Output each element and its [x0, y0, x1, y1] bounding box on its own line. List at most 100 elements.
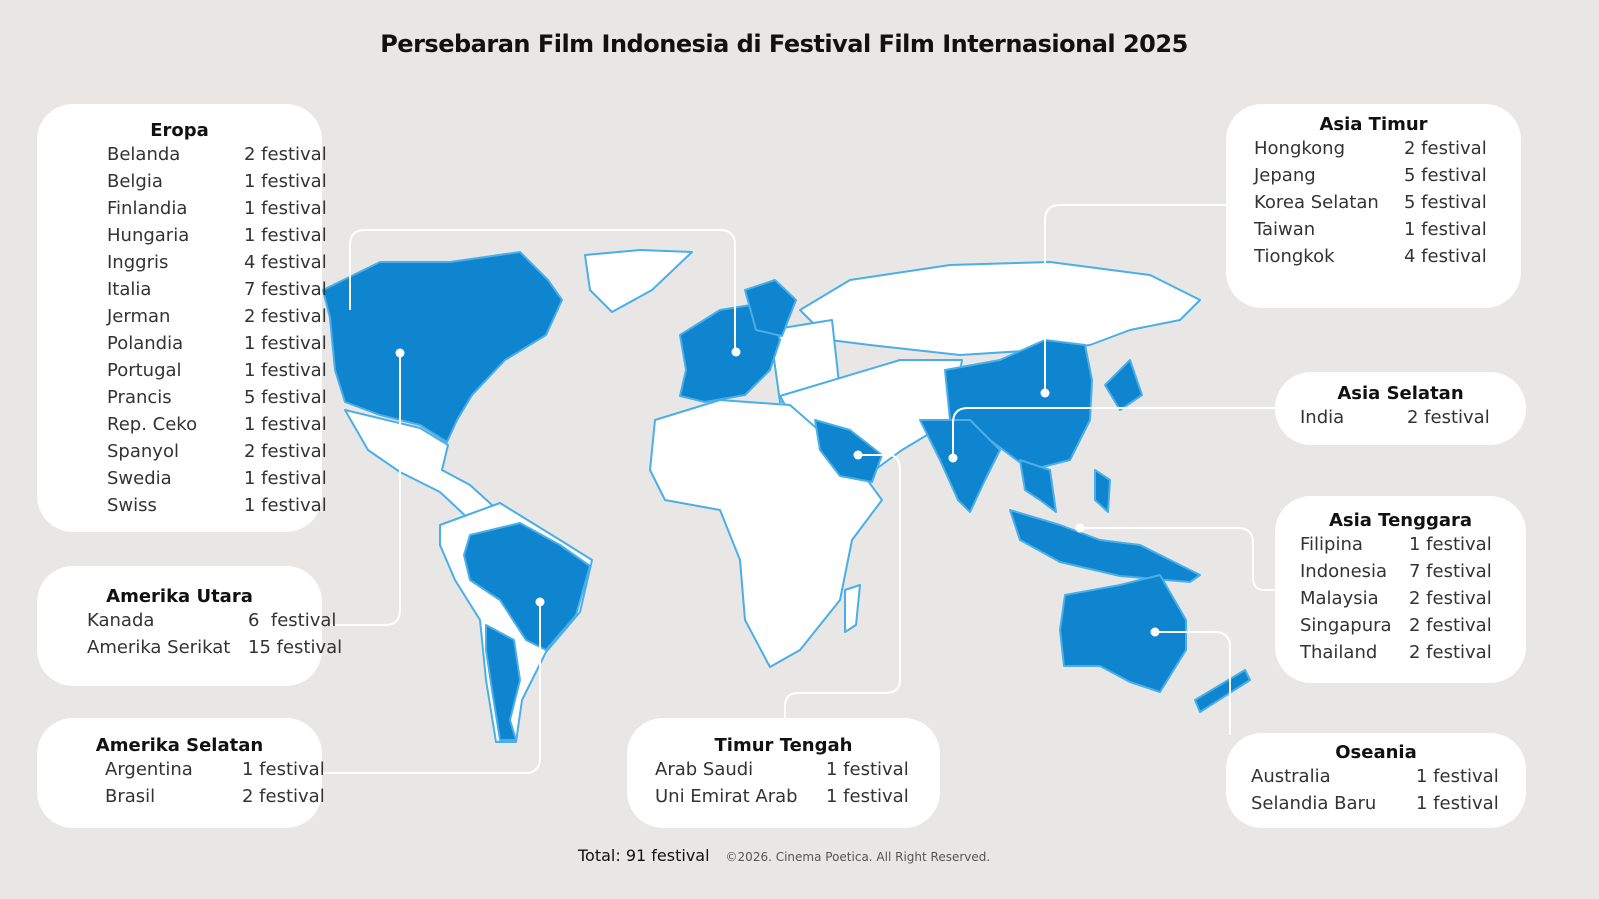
country-name: Rep. Ceko: [107, 414, 198, 435]
country-name: Thailand: [1300, 642, 1378, 663]
festival-count: 15 festival: [248, 637, 343, 658]
region-title-asia-timur: Asia Timur: [1319, 114, 1428, 135]
land-brazil-highlight: [463, 522, 591, 651]
country-name: Amerika Serikat: [87, 637, 231, 658]
land-russia: [799, 261, 1201, 356]
festival-count: 5 festival: [1404, 192, 1487, 213]
footer: Total: 91 festival ©2026. Cinema Poetica…: [578, 846, 990, 865]
country-row: Jepang 5 festival: [1226, 162, 1521, 189]
country-name: Hungaria: [107, 225, 190, 246]
connector-amerika-utara: [322, 353, 401, 626]
country-name: Swiss: [107, 495, 157, 516]
country-name: Tiongkok: [1254, 246, 1335, 267]
connector-asia-selatan: [952, 407, 1275, 458]
country-row: Kanada 6 festival: [37, 607, 336, 634]
country-name: Australia: [1251, 766, 1331, 787]
land-india-highlight: [919, 419, 1001, 513]
region-title-amerika-utara: Amerika Utara: [106, 586, 253, 607]
country-row: Belgia 1 festival: [37, 168, 327, 195]
land-north-america-highlight: [322, 251, 563, 443]
festival-count: 5 festival: [244, 387, 327, 408]
land-japan-korea-highlight: [1104, 359, 1143, 411]
country-row: Argentina 1 festival: [37, 756, 325, 783]
festival-count: 5 festival: [1404, 165, 1487, 186]
country-row: Portugal 1 festival: [37, 357, 327, 384]
country-row: Arab Saudi 1 festival: [627, 756, 940, 783]
country-name: Uni Emirat Arab: [655, 786, 798, 807]
connector-amerika-selatan: [322, 602, 541, 774]
country-row: Spanyol 2 festival: [37, 438, 327, 465]
country-row: Selandia Baru 1 festival: [1226, 790, 1526, 817]
country-name: Finlandia: [107, 198, 188, 219]
festival-count: 6 festival: [248, 610, 337, 631]
land-philippines-highlight: [1094, 469, 1111, 513]
festival-count: 1 festival: [244, 171, 327, 192]
country-row: Italia 7 festival: [37, 276, 327, 303]
land-saudi-arabia-highlight: [814, 419, 883, 483]
festival-count: 1 festival: [826, 759, 909, 780]
total-festival: Total: 91 festival: [578, 846, 710, 865]
festival-count: 1 festival: [826, 786, 909, 807]
land-indonesia-highlight: [1009, 509, 1201, 583]
country-name: Belanda: [107, 144, 181, 165]
country-row: India 2 festival: [1275, 404, 1526, 431]
festival-count: 7 festival: [244, 279, 327, 300]
country-name: Selandia Baru: [1251, 793, 1377, 814]
country-name: Jerman: [107, 306, 171, 327]
region-box-asia-tenggara: Asia Tenggara Filipina 1 festival Indonesia…: [1275, 496, 1526, 683]
festival-count: 2 festival: [244, 144, 327, 165]
country-row: Brasil 2 festival: [37, 783, 325, 810]
land-greenland: [584, 249, 693, 313]
festival-count: 2 festival: [1409, 642, 1492, 663]
country-name: Malaysia: [1300, 588, 1379, 609]
marker-amerika-selatan: [535, 597, 545, 607]
country-row: Inggris 4 festival: [37, 249, 327, 276]
region-box-amerika-utara: Amerika Utara Kanada 6 festival Amerika Ser…: [37, 566, 342, 686]
marker-asia-selatan: [948, 453, 958, 463]
country-row: Filipina 1 festival: [1275, 531, 1526, 558]
festival-count: 4 festival: [1404, 246, 1487, 267]
copyright: ©2026. Cinema Poetica. All Right Reserve…: [725, 850, 991, 864]
land-thailand-malaysia-highlight: [1019, 459, 1057, 513]
region-title-amerika-selatan: Amerika Selatan: [95, 735, 264, 756]
country-name: Swedia: [107, 468, 172, 489]
festival-count: 2 festival: [1404, 138, 1487, 159]
festival-count: 1 festival: [1416, 766, 1499, 787]
festival-count: 1 festival: [244, 333, 327, 354]
country-row: Hungaria 1 festival: [37, 222, 327, 249]
region-title-timur-tengah: Timur Tengah: [714, 735, 853, 756]
country-row: Polandia 1 festival: [37, 330, 327, 357]
festival-count: 1 festival: [242, 759, 325, 780]
country-row: Swedia 1 festival: [37, 465, 327, 492]
festival-count: 1 festival: [244, 360, 327, 381]
country-row: Swiss 1 festival: [37, 492, 327, 519]
festival-count: 1 festival: [244, 468, 327, 489]
country-row: Thailand 2 festival: [1275, 639, 1526, 666]
connector-timur-tengah: [784, 454, 901, 720]
festival-count: 2 festival: [1407, 407, 1490, 428]
festival-count: 2 festival: [1409, 615, 1492, 636]
region-box-asia-timur: Asia Timur Hongkong 2 festival Jepang 5 fest…: [1226, 104, 1521, 308]
connector-asia-tenggara: [1080, 527, 1275, 591]
country-name: Polandia: [107, 333, 184, 354]
connector-asia-timur: [1044, 204, 1228, 393]
country-name: Brasil: [105, 786, 156, 807]
festival-count: 1 festival: [244, 225, 327, 246]
country-name: Spanyol: [107, 441, 179, 462]
festival-count: 7 festival: [1409, 561, 1492, 582]
country-row: Australia 1 festival: [1226, 763, 1526, 790]
region-title-oseania: Oseania: [1335, 742, 1417, 763]
country-row: Belanda 2 festival: [37, 141, 327, 168]
country-name: Taiwan: [1254, 219, 1316, 240]
country-row: Tiongkok 4 festival: [1226, 243, 1521, 270]
region-box-timur-tengah: Timur Tengah Arab Saudi 1 festival Uni Emir…: [627, 718, 940, 828]
country-name: Indonesia: [1300, 561, 1388, 582]
marker-asia-tenggara: [1075, 523, 1085, 533]
country-row: Korea Selatan 5 festival: [1226, 189, 1521, 216]
country-name: Kanada: [87, 610, 155, 631]
country-name: Belgia: [107, 171, 163, 192]
land-argentina-highlight: [485, 624, 521, 741]
land-madagascar: [844, 584, 861, 633]
country-row: Hongkong 2 festival: [1226, 135, 1521, 162]
